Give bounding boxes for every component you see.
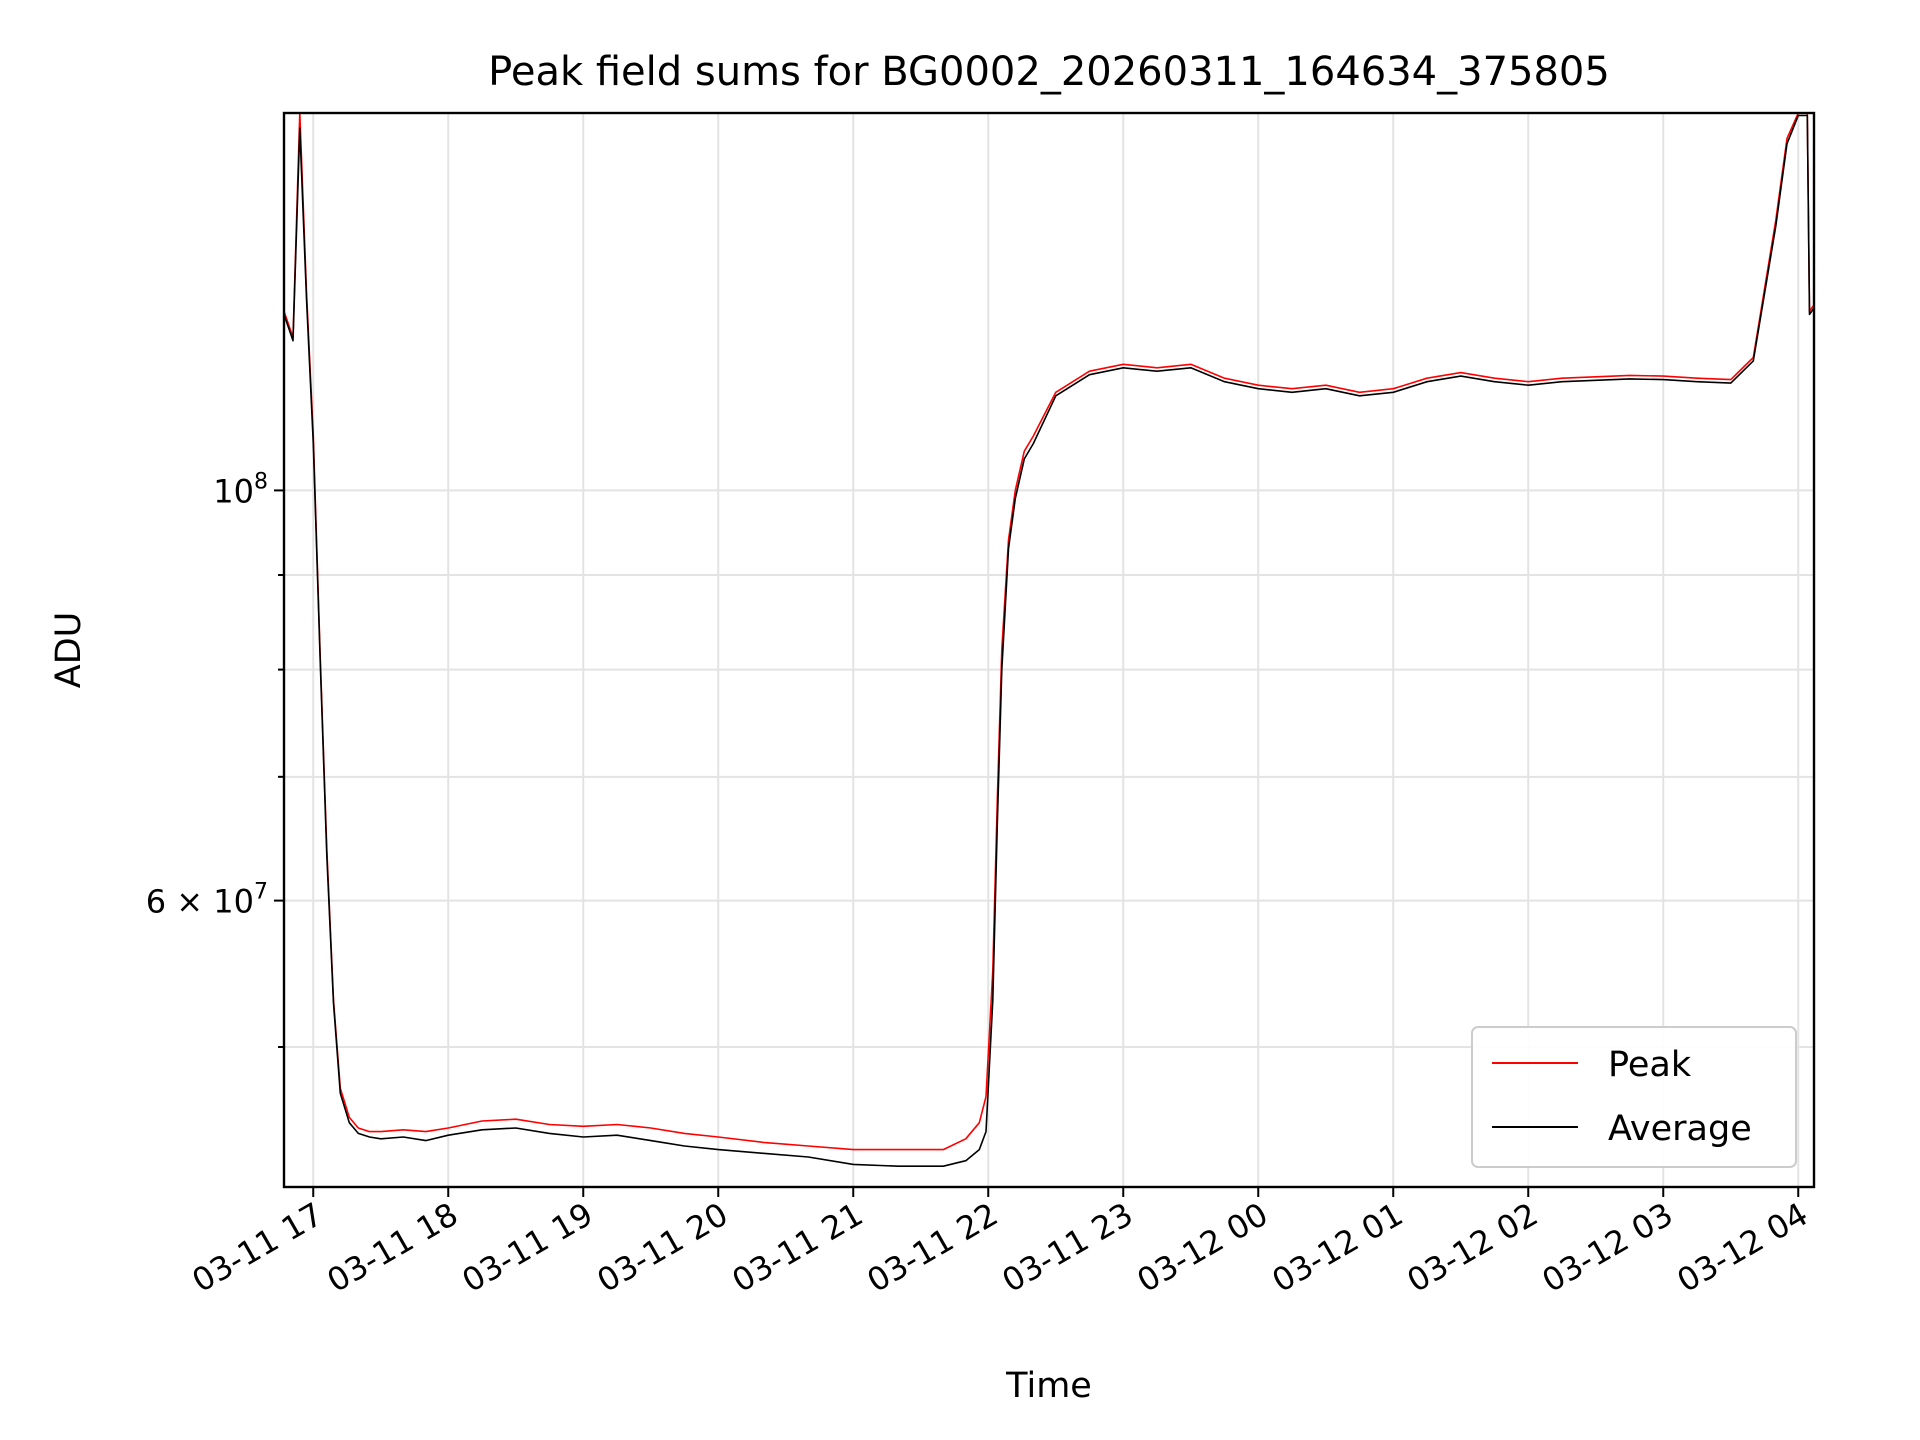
x-tick-label: 03-12 00	[1131, 1195, 1275, 1300]
y-tick-label-exponent: 7	[254, 880, 268, 905]
y-axis-label: ADU	[49, 612, 89, 689]
y-tick-label: 6 × 107	[146, 880, 268, 921]
legend-label-average: Average	[1608, 1109, 1752, 1149]
y-tick-label-base: 10	[213, 472, 254, 510]
y-tick-label-base: 6 × 10	[146, 883, 254, 921]
x-tick-label: 03-12 04	[1671, 1195, 1815, 1300]
series-line-average	[283, 114, 1815, 1167]
series-line-peak	[283, 112, 1815, 1151]
x-tick-label: 03-11 21	[726, 1195, 870, 1300]
x-tick-label: 03-12 02	[1401, 1195, 1545, 1300]
y-axis: 6 × 107 108	[146, 469, 284, 1048]
legend: Peak Average	[1471, 1026, 1797, 1168]
x-tick-label: 03-12 03	[1536, 1195, 1680, 1300]
x-tick-label: 03-11 23	[996, 1195, 1140, 1300]
x-tick-label: 03-11 17	[186, 1195, 330, 1300]
y-tick-label-exponent: 8	[254, 469, 268, 494]
x-tick-label: 03-11 22	[861, 1195, 1005, 1300]
x-tick-label: 03-11 19	[456, 1195, 600, 1300]
x-axis-label: Time	[1005, 1366, 1092, 1406]
grid	[284, 113, 1814, 1187]
legend-label-peak: Peak	[1608, 1045, 1692, 1085]
x-tick-label: 03-12 01	[1266, 1195, 1410, 1300]
y-tick-label: 108	[213, 469, 268, 510]
plot-lines	[283, 112, 1815, 1167]
chart-title: Peak field sums for BG0002_20260311_1646…	[488, 49, 1610, 95]
x-tick-label: 03-11 18	[321, 1195, 465, 1300]
x-tick-label: 03-11 20	[591, 1195, 735, 1300]
plot-frame	[282, 111, 1816, 1189]
